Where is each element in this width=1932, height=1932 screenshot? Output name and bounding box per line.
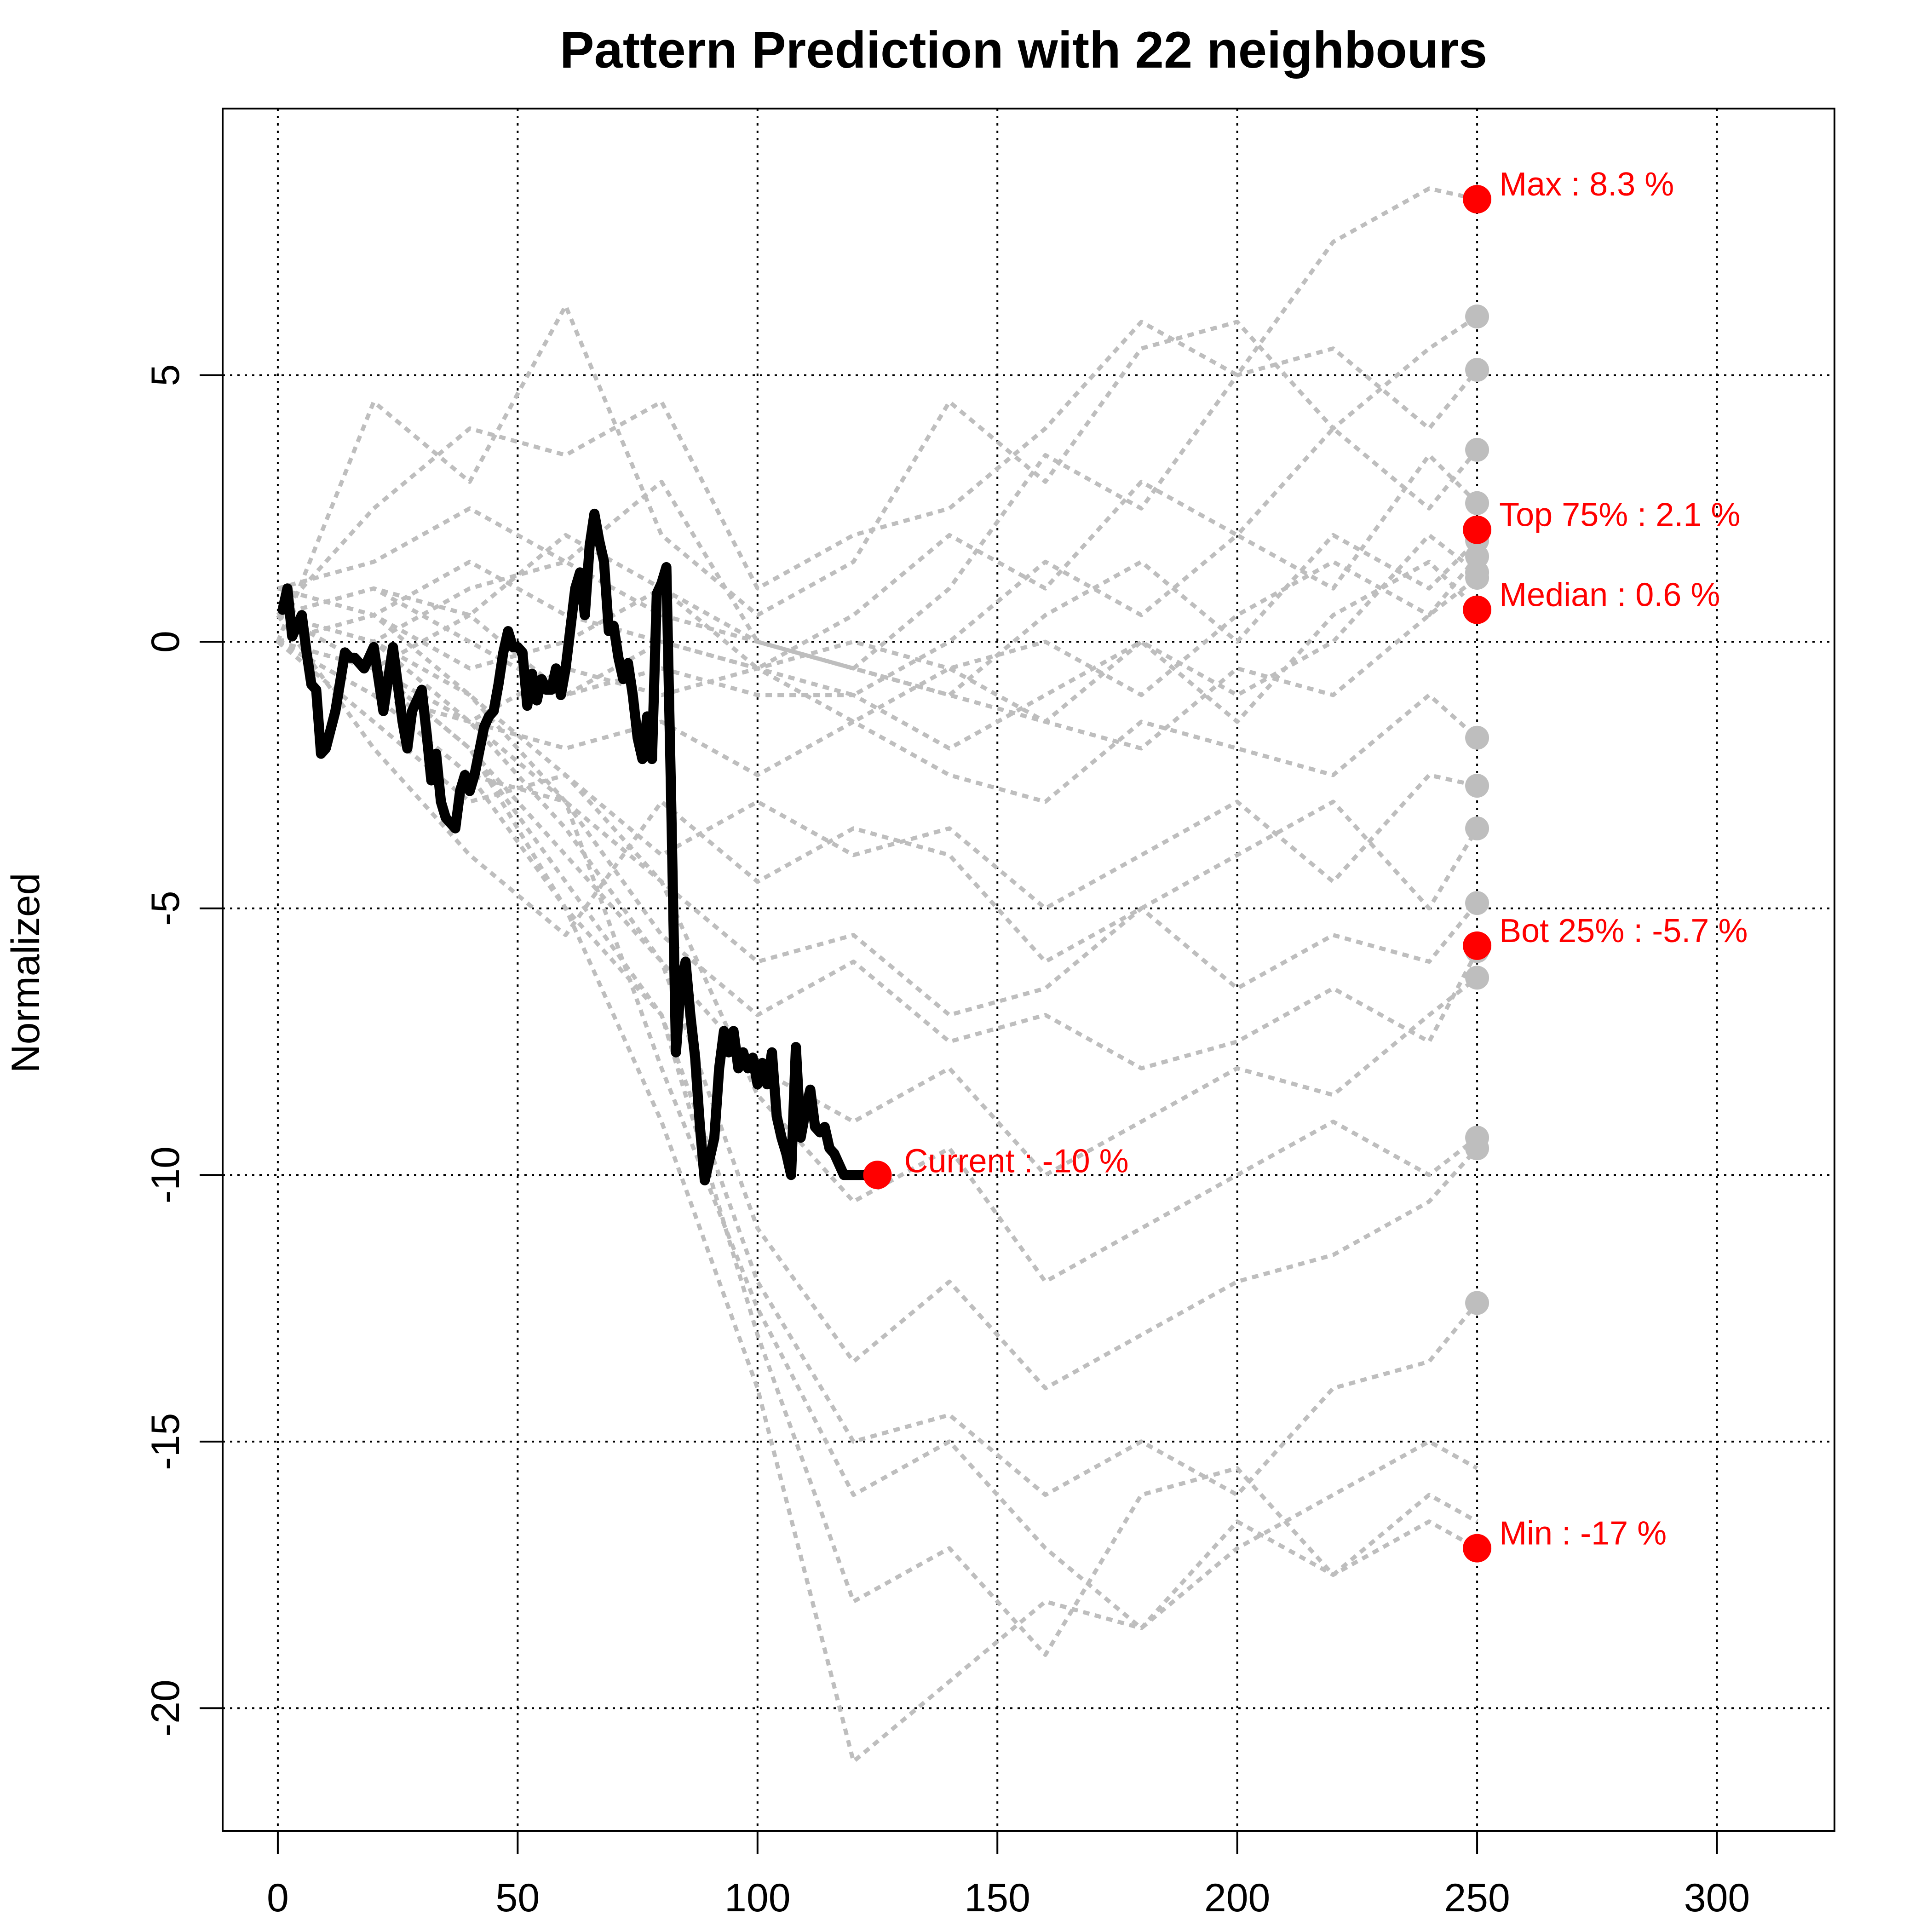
neighbour-endpoint xyxy=(1465,774,1489,798)
summary-label: Top 75% : 2.1 % xyxy=(1499,497,1740,534)
neighbour-path xyxy=(277,613,1479,1391)
neighbour-path xyxy=(276,614,1479,964)
x-tick-label: 200 xyxy=(1204,1876,1271,1920)
neighbour-endpoint xyxy=(1465,437,1489,462)
summary-label: Min : -17 % xyxy=(1499,1515,1667,1552)
current-label: Current : -10 % xyxy=(904,1143,1129,1179)
neighbour-path xyxy=(276,640,1478,911)
x-tick-label: 100 xyxy=(724,1876,791,1920)
x-tick-label: 250 xyxy=(1444,1876,1510,1920)
neighbour-endpoint xyxy=(1465,566,1489,590)
summary-markers: Max : 8.3 % Top 75% : 2.1 % Median : 0.6 %… xyxy=(1463,166,1748,1563)
neighbour-endpoint xyxy=(1465,1291,1489,1315)
plot-frame xyxy=(222,108,1835,1832)
neighbour-endpoint xyxy=(1465,891,1489,915)
neighbour-endpoint xyxy=(1465,966,1489,990)
neighbour-path xyxy=(277,533,1479,697)
neighbour-path xyxy=(277,346,1479,671)
y-tick-label: -10 xyxy=(144,1146,188,1203)
y-tick-label: -20 xyxy=(144,1679,188,1736)
neighbour-path xyxy=(276,640,1479,1017)
y-tick-label: -5 xyxy=(144,891,188,926)
summary-label: Bot 25% : -5.7 % xyxy=(1499,913,1748,949)
neighbour-path xyxy=(277,426,1479,671)
y-axis-label: Normalized xyxy=(4,873,48,1073)
y-tick-label: 5 xyxy=(144,364,188,386)
neighbour-path xyxy=(277,559,1479,751)
current-pattern: Current : -10 % xyxy=(277,508,1129,1190)
neighbour-endpoint xyxy=(1465,725,1489,750)
neighbour-endpoint xyxy=(1465,305,1489,329)
x-tick-label: 300 xyxy=(1684,1876,1750,1920)
neighbour-endpoint xyxy=(1465,357,1489,382)
neighbour-path xyxy=(276,640,1478,1657)
neighbour-path xyxy=(276,304,1478,643)
neighbour-path xyxy=(277,639,1479,1497)
y-tick-label: -15 xyxy=(144,1413,188,1470)
neighbour-endpoints xyxy=(1465,305,1489,1315)
y-tick-label: 0 xyxy=(144,631,188,653)
neighbour-endpoint xyxy=(1465,491,1489,515)
current-line xyxy=(277,508,883,1185)
summary-point xyxy=(1463,515,1492,544)
current-point xyxy=(863,1161,892,1190)
summary-label: Median : 0.6 % xyxy=(1499,577,1720,614)
neighbour-path xyxy=(276,186,1478,617)
chart-title: Pattern Prediction with 22 neighbours xyxy=(560,21,1487,79)
neighbour-path xyxy=(276,613,1478,1177)
neighbour-path xyxy=(277,555,1479,724)
neighbour-path xyxy=(277,453,1479,697)
neighbour-paths xyxy=(276,186,1479,1764)
neighbour-endpoint xyxy=(1465,1136,1489,1161)
x-tick-label: 0 xyxy=(267,1876,289,1920)
summary-point xyxy=(1463,1534,1492,1563)
x-tick-label: 150 xyxy=(964,1876,1030,1920)
neighbour-endpoint xyxy=(1465,816,1489,840)
x-tick-label: 50 xyxy=(496,1876,540,1920)
summary-point xyxy=(1463,185,1492,214)
neighbour-path xyxy=(277,533,1478,724)
summary-label: Max : 8.3 % xyxy=(1499,166,1674,203)
neighbour-path xyxy=(277,639,1478,1764)
neighbour-path xyxy=(277,639,1479,804)
neighbour-path xyxy=(277,613,1478,1284)
summary-point xyxy=(1463,595,1492,624)
summary-point xyxy=(1463,931,1492,960)
